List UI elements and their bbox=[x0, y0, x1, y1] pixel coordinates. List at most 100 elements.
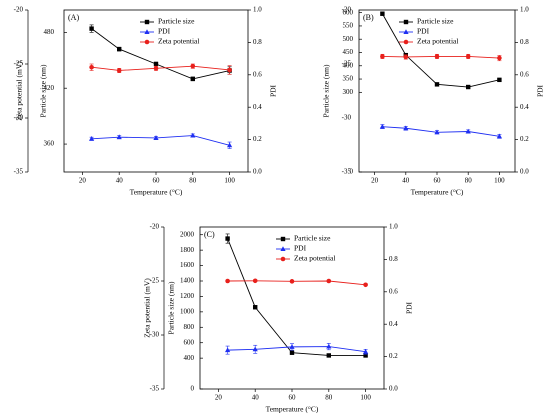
size-tick-label: 450 bbox=[343, 48, 354, 56]
size-tick-label: 400 bbox=[343, 61, 354, 69]
panel-label: (C) bbox=[204, 230, 215, 239]
data-point bbox=[465, 54, 471, 59]
legend-label: Particle size bbox=[417, 17, 454, 26]
pdi-tick-label: 0.4 bbox=[520, 103, 529, 111]
data-point bbox=[289, 344, 295, 349]
size-tick-label: 0 bbox=[350, 168, 354, 176]
zeta-tick-label: -35 bbox=[150, 385, 160, 393]
legend-marker bbox=[403, 19, 409, 25]
data-point bbox=[434, 82, 440, 87]
pdi-tick-label: 0.6 bbox=[520, 70, 529, 78]
x-tick-label: 20 bbox=[215, 394, 223, 402]
pdi-tick-label: 1.0 bbox=[520, 6, 529, 14]
data-point bbox=[434, 129, 440, 135]
panel-label: (A) bbox=[68, 13, 79, 22]
pdi-axis-label: PDI bbox=[405, 301, 414, 314]
data-point bbox=[326, 353, 331, 358]
x-tick-label: 80 bbox=[189, 177, 197, 185]
data-point bbox=[253, 305, 258, 310]
legend-marker bbox=[280, 236, 286, 242]
size-tick-label: 0 bbox=[191, 385, 195, 393]
legend-label: Particle size bbox=[294, 234, 331, 243]
legend-label: Zeta potential bbox=[158, 37, 199, 46]
data-point bbox=[363, 353, 368, 358]
x-tick-label: 20 bbox=[79, 177, 87, 185]
legend-label: Zeta potential bbox=[417, 37, 458, 46]
size-tick-label: 1600 bbox=[180, 261, 195, 269]
data-point bbox=[497, 55, 502, 61]
data-point bbox=[153, 66, 159, 71]
pdi-tick-label: 0.2 bbox=[389, 352, 398, 360]
zeta-tick-label: -20 bbox=[150, 223, 160, 231]
data-point bbox=[89, 135, 95, 141]
data-point bbox=[289, 279, 295, 284]
plot-frame bbox=[63, 9, 249, 173]
size-tick-label: 800 bbox=[184, 323, 195, 331]
legend-marker bbox=[144, 39, 150, 45]
legend-marker bbox=[403, 39, 409, 45]
data-point bbox=[380, 54, 385, 59]
size-tick-label: 420 bbox=[44, 84, 55, 92]
x-tick-label: 100 bbox=[224, 177, 235, 185]
data-point bbox=[496, 133, 502, 139]
zeta-tick-label: -35 bbox=[14, 168, 24, 176]
data-point bbox=[326, 343, 332, 349]
data-point bbox=[466, 84, 471, 90]
zeta-tick-label: -30 bbox=[342, 114, 352, 122]
x-axis-label: Temperature (°C) bbox=[411, 188, 464, 197]
x-tick-label: 60 bbox=[289, 394, 297, 402]
data-point bbox=[465, 128, 471, 134]
series-line bbox=[382, 126, 500, 137]
size-tick-label: 480 bbox=[44, 28, 55, 36]
data-point bbox=[225, 236, 230, 241]
zeta-tick-label: -30 bbox=[150, 331, 160, 339]
panel-a: 20 40 60 80 100 Temperature (°C) 0.0 0.2 0.4 0.6 0… bbox=[14, 6, 278, 197]
pdi-tick-label: 1.0 bbox=[253, 6, 262, 14]
x-tick-label: 40 bbox=[252, 394, 260, 402]
legend-marker bbox=[280, 256, 286, 262]
panel-b: 20 40 60 80 100 Temperature (°C) 0.0 0.2 0.4 0.6 0… bbox=[322, 6, 545, 197]
size-tick-label: 300 bbox=[343, 88, 354, 96]
data-point bbox=[252, 278, 258, 284]
series-line bbox=[382, 55, 500, 59]
pdi-axis-label: PDI bbox=[536, 84, 545, 97]
data-point bbox=[227, 67, 232, 73]
data-point bbox=[326, 278, 332, 284]
panel-c: 20 40 60 80 100 Temperature (°C) 0.0 0.2 0.4 0.6 0… bbox=[143, 223, 414, 414]
zeta-tick-label: -25 bbox=[14, 60, 24, 68]
zeta-tick-label: -20 bbox=[342, 6, 352, 14]
data-point bbox=[379, 123, 385, 129]
size-tick-label: 600 bbox=[184, 338, 195, 346]
size-tick-label: 1200 bbox=[180, 292, 195, 300]
x-tick-label: 40 bbox=[116, 177, 124, 185]
size-tick-label: 500 bbox=[343, 35, 354, 43]
pdi-tick-label: 0.0 bbox=[253, 168, 262, 176]
size-axis-label: Particle size (nm) bbox=[167, 281, 176, 334]
data-point bbox=[89, 64, 94, 70]
data-point bbox=[497, 77, 502, 83]
pdi-tick-label: 0.8 bbox=[253, 38, 262, 46]
series-line bbox=[227, 280, 366, 286]
data-point bbox=[363, 282, 368, 288]
pdi-tick-label: 0.4 bbox=[253, 103, 262, 111]
pdi-tick-label: 0.0 bbox=[520, 168, 529, 176]
size-tick-label: 600 bbox=[343, 8, 354, 16]
data-point bbox=[190, 63, 196, 69]
size-tick-label: 1400 bbox=[180, 277, 195, 285]
data-point bbox=[190, 76, 195, 82]
size-tick-label: 350 bbox=[343, 75, 354, 83]
size-axis-label: Particle size (nm) bbox=[39, 64, 48, 117]
data-point bbox=[289, 350, 295, 355]
series-line bbox=[91, 135, 230, 146]
pdi-tick-label: 0.6 bbox=[253, 70, 262, 78]
size-tick-label: 400 bbox=[184, 354, 195, 362]
data-point bbox=[252, 346, 258, 352]
data-point bbox=[225, 278, 230, 284]
zeta-axis-label: Zeta potential (mV) bbox=[143, 278, 152, 338]
series-line bbox=[227, 346, 366, 353]
size-tick-label: 2000 bbox=[180, 230, 195, 238]
legend-label: PDI bbox=[158, 27, 171, 36]
pdi-tick-label: 0.8 bbox=[520, 38, 529, 46]
legend-label: Particle size bbox=[158, 17, 195, 26]
